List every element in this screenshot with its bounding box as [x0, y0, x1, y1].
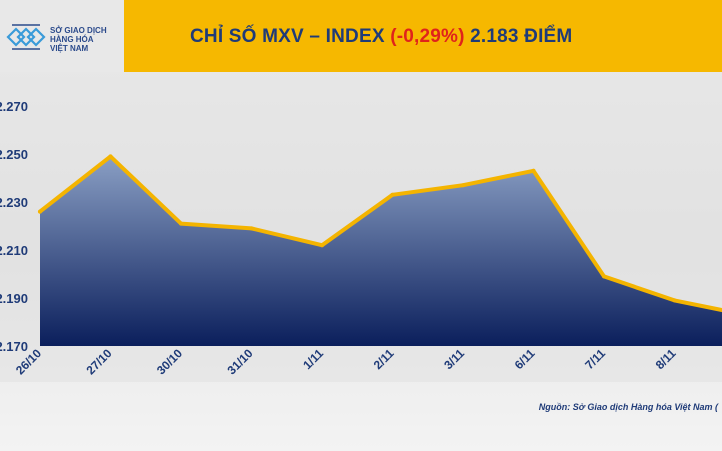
y-tick-label: 2.250 — [0, 147, 28, 162]
area-chart: 2.1702.1902.2102.2302.2502.270 26/1027/1… — [0, 72, 722, 382]
data-point — [390, 192, 395, 197]
logo-line-1: SỞ GIAO DỊCH — [50, 26, 107, 35]
y-tick-label: 2.190 — [0, 291, 28, 306]
data-point — [249, 226, 254, 231]
y-tick-label: 2.210 — [0, 243, 28, 258]
y-tick-label: 2.270 — [0, 99, 28, 114]
source-note: Nguồn: Sở Giao dịch Hàng hóa Việt Nam ( — [538, 402, 718, 412]
data-point — [531, 168, 536, 173]
data-point — [108, 154, 113, 159]
y-tick-label: 2.230 — [0, 195, 28, 210]
data-point — [672, 298, 677, 303]
data-point — [38, 209, 42, 214]
y-tick-label: 2.170 — [0, 339, 28, 354]
area-fill — [40, 156, 722, 346]
title-prefix: CHỈ SỐ MXV – INDEX — [190, 26, 391, 47]
title-change: (-0,29%) — [390, 26, 465, 47]
data-point — [320, 243, 324, 248]
title-suffix: 2.183 ĐIỂM — [464, 26, 573, 47]
data-point — [602, 274, 606, 279]
data-point — [461, 183, 465, 188]
logo-line-3: VIỆT NAM — [50, 44, 89, 53]
logo-mark-icon — [6, 24, 46, 50]
logo-line-2: HÀNG HÓA — [50, 35, 94, 44]
chart-title: CHỈ SỐ MXV – INDEX (-0,29%) 2.183 ĐIỂM — [190, 26, 572, 48]
logo: SỞ GIAO DỊCH HÀNG HÓA VIỆT NAM — [0, 0, 124, 72]
data-point — [179, 221, 183, 226]
